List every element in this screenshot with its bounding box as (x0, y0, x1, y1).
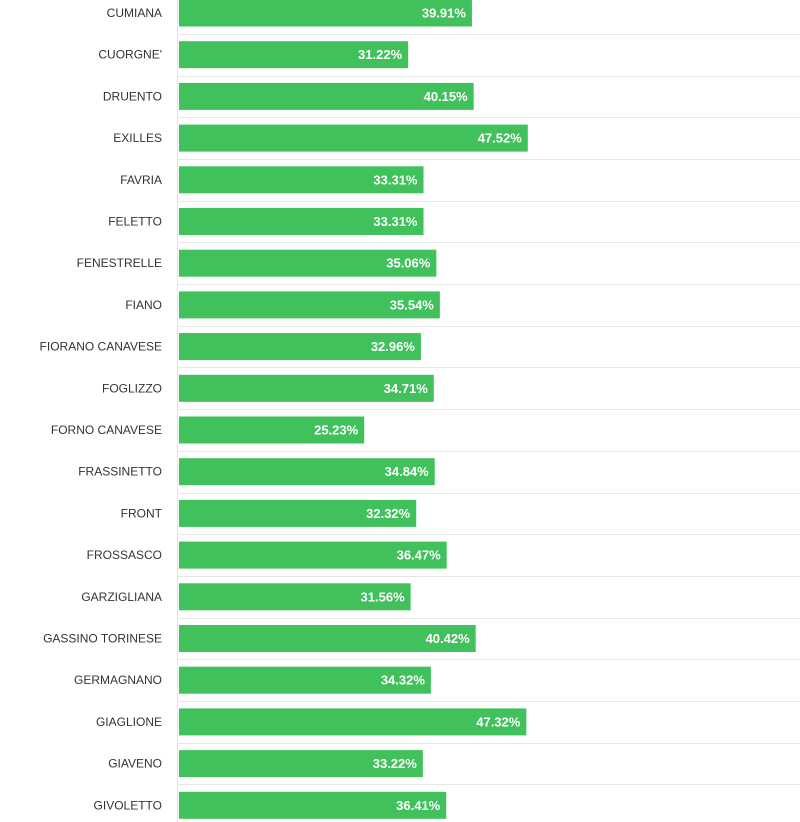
category-label: FENESTRELLE (77, 256, 162, 270)
value-label: 47.32% (476, 714, 521, 729)
bar[interactable] (179, 750, 423, 778)
bar[interactable] (179, 82, 474, 110)
bar[interactable] (179, 791, 447, 819)
bar[interactable] (179, 166, 424, 194)
bar[interactable] (179, 666, 431, 694)
value-label: 35.54% (390, 297, 435, 312)
value-label: 33.22% (373, 756, 418, 771)
bar[interactable] (179, 416, 365, 444)
value-label: 32.32% (366, 506, 411, 521)
bar[interactable] (179, 0, 472, 27)
value-label: 36.41% (396, 798, 441, 813)
category-label: CUMIANA (107, 6, 162, 20)
category-label: DRUENTO (103, 89, 162, 103)
value-label: 34.71% (384, 381, 429, 396)
value-label: 39.91% (422, 6, 467, 21)
bar[interactable] (179, 708, 527, 736)
bar[interactable] (179, 458, 435, 486)
category-label: GERMAGNANO (74, 673, 162, 687)
category-label: GIAGLIONE (96, 715, 162, 729)
category-label: FOGLIZZO (102, 381, 162, 395)
category-label: FELETTO (108, 215, 162, 229)
bar[interactable] (179, 541, 447, 569)
category-label: FIANO (125, 298, 162, 312)
value-label: 40.15% (424, 89, 469, 104)
value-label: 33.31% (373, 172, 418, 187)
bar[interactable] (179, 333, 421, 361)
category-label: FRASSINETTO (78, 465, 162, 479)
bar[interactable] (179, 291, 440, 319)
value-label: 25.23% (314, 423, 359, 438)
bar[interactable] (179, 249, 437, 277)
category-label: CUORGNE' (98, 48, 162, 62)
bar[interactable] (179, 499, 417, 527)
value-label: 34.84% (385, 464, 430, 479)
bar[interactable] (179, 583, 411, 611)
value-label: 31.22% (358, 47, 403, 62)
category-label: FROSSASCO (87, 548, 162, 562)
bar-rows: CUMIANA 39.91% CUORGNE' 31.22% DRUENTO 40.15%… (40, 0, 800, 819)
value-label: 35.06% (386, 256, 431, 271)
bar[interactable] (179, 124, 528, 152)
value-label: 32.96% (371, 339, 416, 354)
value-label: 36.47% (397, 548, 442, 563)
category-label: GIVOLETTO (94, 798, 162, 812)
category-label: FAVRIA (120, 173, 162, 187)
bar[interactable] (179, 625, 476, 652)
value-label: 40.42% (426, 631, 471, 646)
category-label: EXILLES (113, 131, 162, 145)
bar[interactable] (179, 41, 409, 69)
category-label: GASSINO TORINESE (43, 632, 162, 646)
value-label: 47.52% (478, 131, 523, 146)
category-label: FORNO CANAVESE (51, 423, 162, 437)
category-label: GARZIGLIANA (81, 590, 162, 604)
category-label: FIORANO CANAVESE (40, 340, 162, 354)
bar[interactable] (179, 374, 434, 402)
category-label: FRONT (121, 506, 163, 520)
value-label: 34.32% (381, 673, 426, 688)
value-label: 31.56% (361, 589, 406, 604)
category-label: GIAVENO (108, 757, 162, 771)
bar[interactable] (179, 208, 424, 235)
value-label: 33.31% (373, 214, 418, 229)
